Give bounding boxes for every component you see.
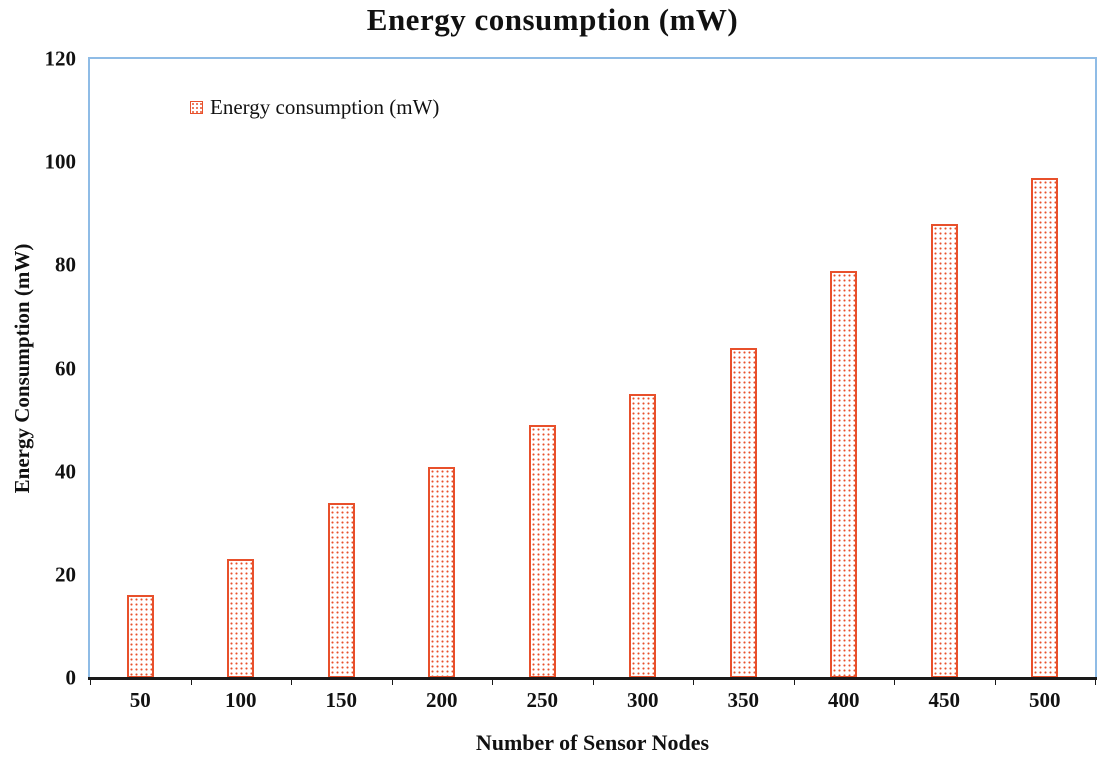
bar-slot — [995, 59, 1096, 678]
y-tick-label: 20 — [55, 562, 76, 587]
bar-slot — [90, 59, 191, 678]
x-axis-line — [88, 677, 1097, 680]
bar-slot — [392, 59, 493, 678]
x-axis-tick-mark — [592, 679, 594, 685]
x-axis-title: Number of Sensor Nodes — [475, 730, 710, 755]
y-tick-label: 120 — [44, 46, 77, 71]
x-tick-label: 300 — [627, 688, 659, 712]
x-axis-tick-mark — [1095, 679, 1096, 685]
x-tick-label: 400 — [828, 688, 860, 712]
y-tick-label: 40 — [55, 459, 76, 484]
x-axis-tick-mark — [693, 679, 694, 685]
x-tick-label: 450 — [928, 688, 961, 712]
x-tick-label: 200 — [426, 688, 458, 712]
x-axis-tick-mark — [190, 679, 192, 685]
x-tick-label: 500 — [1029, 688, 1061, 712]
bar-slot — [191, 59, 292, 678]
x-tick-label: 100 — [225, 688, 257, 712]
bar-150 — [327, 502, 355, 678]
x-tick-label: 150 — [325, 688, 358, 712]
bar-500 — [1031, 177, 1059, 678]
legend-label: Energy consumption (mW) — [210, 95, 440, 119]
bar-slot — [492, 59, 593, 678]
y-tick-label: 60 — [55, 356, 76, 380]
chart-title: Energy consumption (mW) — [366, 2, 739, 37]
x-tick-labels: 50 100 150 200 250 300 350 400 450 500 — [90, 678, 1095, 713]
bar-400 — [830, 270, 858, 678]
bar-slot — [593, 59, 694, 678]
bar-50 — [126, 595, 154, 678]
x-tick-label: 50 — [129, 688, 151, 712]
bar-100 — [227, 559, 255, 678]
bar-slot — [693, 59, 794, 678]
x-axis-tick-mark — [492, 679, 493, 685]
bar-250 — [528, 425, 556, 678]
bars-area — [90, 59, 1095, 678]
y-tick-label: 80 — [55, 252, 76, 277]
bar-200 — [428, 466, 456, 678]
y-tick-label: 0 — [65, 665, 77, 690]
bar-slot — [291, 59, 392, 678]
x-tick-label: 250 — [526, 688, 559, 712]
bar-450 — [930, 224, 958, 678]
x-axis-ticks — [90, 678, 1096, 685]
x-tick-label: 350 — [727, 688, 760, 712]
y-tick-labels: 0 20 40 60 80 100 120 — [20, 47, 90, 690]
x-axis-tick-mark — [391, 679, 393, 685]
bar-slot — [794, 59, 895, 678]
x-axis-tick-mark — [291, 679, 292, 685]
y-axis-title: Energy Consumption (mW) — [10, 243, 34, 494]
legend: Energy consumption (mW) — [190, 95, 439, 120]
bar-300 — [629, 394, 657, 678]
bar-slot — [894, 59, 995, 678]
y-tick-label: 100 — [44, 149, 77, 174]
x-axis-tick-mark — [894, 679, 895, 685]
plot-area: 50 100 150 200 250 300 350 400 450 500 0 20 40 60 80 1… — [45, 47, 1097, 712]
legend-marker-icon — [190, 101, 203, 114]
x-axis-tick-mark — [793, 679, 795, 685]
bar-350 — [729, 347, 757, 678]
x-axis-tick-mark — [90, 679, 91, 685]
x-axis-tick-mark — [994, 679, 996, 685]
